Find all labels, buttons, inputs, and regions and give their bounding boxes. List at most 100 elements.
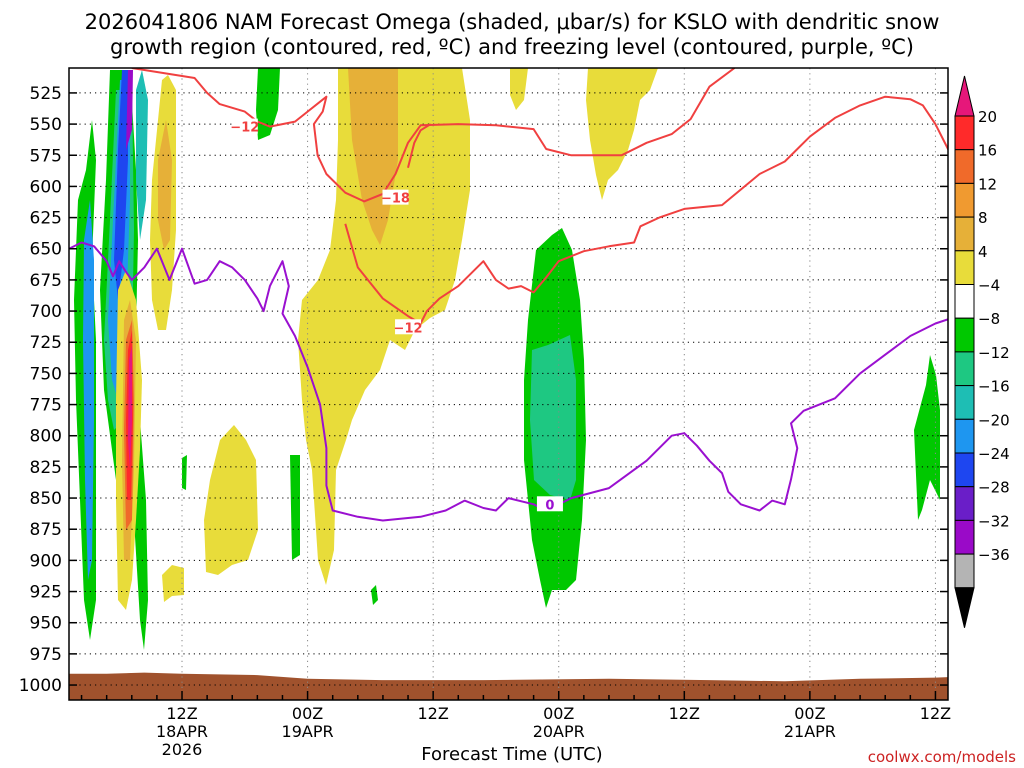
x-tick-label: 00Z <box>794 704 825 723</box>
omega-area <box>162 565 184 602</box>
colorbar-segment <box>954 486 975 521</box>
omega-area <box>83 200 94 580</box>
colorbar-bottom-arrow <box>954 587 975 628</box>
colorbar-segment <box>954 250 975 286</box>
y-tick-label: 775 <box>30 396 62 416</box>
x-tick-label: 00Z <box>292 704 323 723</box>
y-tick-label: 675 <box>30 271 62 291</box>
y-tick-label: 925 <box>30 583 62 603</box>
omega-area <box>256 68 280 140</box>
colorbar-segment <box>954 553 975 589</box>
colorbar-segment <box>954 452 975 488</box>
terrain-fill <box>69 672 948 700</box>
y-tick-label: 950 <box>30 614 62 634</box>
omega-area <box>290 455 300 560</box>
contour-label-bg <box>395 319 422 335</box>
contour-label: −12 <box>230 121 259 136</box>
colorbar-label: 20 <box>978 108 997 126</box>
colorbar: 20 16 12 8 4 −4 −8 −12 −16 −20 −24 −28 −32 −36 <box>954 75 1010 628</box>
x-tick-year-label: 2026 <box>162 740 203 759</box>
x-tick-label: 12Z <box>669 704 700 723</box>
y-tick-label: 750 <box>30 364 62 384</box>
contour-line-dgz-minus12-upper <box>131 68 736 203</box>
contour-label: −12 <box>394 321 423 336</box>
contour-label-bg <box>536 496 563 512</box>
chart-title-line-1: 2026041806 NAM Forecast Omega (shaded, μ… <box>84 10 940 34</box>
y-tick-label: 575 <box>30 146 62 166</box>
colorbar-label: −8 <box>978 310 1000 328</box>
colorbar-label: −24 <box>978 445 1010 463</box>
omega-area <box>371 585 378 605</box>
colorbar-segment <box>954 317 975 353</box>
x-tick-date-label: 19APR <box>282 722 334 741</box>
contour-label: −18 <box>381 192 410 207</box>
colorbar-label: −20 <box>978 411 1010 429</box>
omega-area <box>914 355 940 520</box>
colorbar-segment <box>954 216 975 252</box>
omega-area <box>510 68 528 110</box>
contour-line-freezing-level <box>69 241 948 522</box>
omega-area <box>114 70 128 300</box>
colorbar-label: 8 <box>978 209 988 227</box>
omega-area <box>126 70 133 150</box>
colorbar-segment <box>954 149 975 184</box>
y-tick-label: 725 <box>30 333 62 353</box>
colorbar-segment <box>954 115 975 151</box>
colorbar-segment <box>954 284 975 319</box>
colorbar-label: −4 <box>978 277 1000 295</box>
colorbar-label: −16 <box>978 378 1010 396</box>
y-tick-label: 550 <box>30 115 62 135</box>
x-tick-date-label: 20APR <box>533 722 585 741</box>
contour-label: 0 <box>545 498 554 513</box>
y-tick-label: 1000 <box>19 676 62 696</box>
y-tick-label: 900 <box>30 551 62 571</box>
contour-line-dgz-minus12-lower <box>344 95 948 325</box>
y-tick-label: 625 <box>30 209 62 229</box>
chart-title-line-2: growth region (contoured, red, ºC) and f… <box>110 35 914 59</box>
y-tick-label: 800 <box>30 427 62 447</box>
x-axis-label: Forecast Time (UTC) <box>421 744 603 765</box>
omega-area <box>128 345 132 470</box>
colorbar-segment <box>954 519 975 555</box>
grid <box>69 68 948 700</box>
x-tick-label: 12Z <box>920 704 951 723</box>
contour-label-bg <box>382 189 409 205</box>
x-tick-date-label: 21APR <box>784 722 836 741</box>
colorbar-segment <box>954 351 975 387</box>
y-tick-label: 975 <box>30 645 62 665</box>
terrain-area <box>69 672 948 700</box>
y-axis: 525 550 575 600 625 650 675 700 725 750 775 800 825 8… <box>19 84 948 696</box>
y-tick-label: 600 <box>30 177 62 197</box>
y-tick-label: 525 <box>30 84 62 104</box>
x-tick-date-label: 18APR <box>156 722 208 741</box>
colorbar-label: 16 <box>978 142 997 160</box>
colorbar-segment <box>954 182 975 218</box>
x-tick-label: 00Z <box>543 704 574 723</box>
colorbar-label: −28 <box>978 479 1010 497</box>
contours: −12 −12 −18 0 <box>69 68 948 522</box>
colorbar-label: 12 <box>978 175 997 193</box>
omega-shading <box>74 68 940 650</box>
contour-line-dgz-minus18 <box>407 123 432 168</box>
y-tick-label: 700 <box>30 302 62 322</box>
colorbar-label: −12 <box>978 344 1010 362</box>
y-tick-label: 650 <box>30 240 62 260</box>
omega-area <box>298 68 470 585</box>
colorbar-label: −32 <box>978 512 1010 530</box>
colorbar-label: 4 <box>978 243 988 261</box>
x-tick-label: 12Z <box>417 704 448 723</box>
x-tick-label: 12Z <box>166 704 197 723</box>
omega-area <box>586 68 658 200</box>
colorbar-label: −36 <box>978 546 1010 564</box>
omega-area <box>204 425 258 575</box>
omega-area <box>530 335 576 500</box>
y-tick-label: 875 <box>30 520 62 540</box>
contour-label-bg <box>231 118 258 134</box>
colorbar-segment <box>954 418 975 454</box>
y-tick-label: 825 <box>30 458 62 478</box>
credit-text: coolwx.com/models <box>867 748 1016 766</box>
y-tick-label: 850 <box>30 489 62 509</box>
colorbar-segment <box>954 385 975 420</box>
